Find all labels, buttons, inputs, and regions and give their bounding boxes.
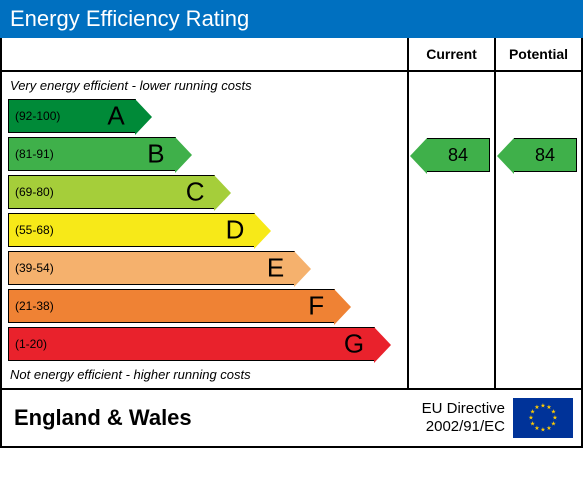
chart-body: Current Potential Very energy efficient … — [0, 38, 583, 448]
rating-letter: C — [186, 177, 205, 208]
bars-host: (92-100) A (81-91) B (69-80) C (55-68) D (39-54)… — [8, 99, 407, 361]
rating-range-label: (21-38) — [9, 299, 54, 313]
rating-bar-a: (92-100) A — [8, 99, 136, 133]
rating-letter: D — [226, 215, 245, 246]
value-arrow-potential: 84 — [514, 138, 577, 172]
rating-bar-b: (81-91) B — [8, 137, 176, 171]
rating-range-label: (39-54) — [9, 261, 54, 275]
footer-country: England & Wales — [10, 405, 422, 431]
bars-column: Very energy efficient - lower running co… — [2, 72, 409, 388]
header-row: Current Potential — [2, 38, 581, 72]
column-header-current: Current — [409, 38, 496, 70]
rating-bar-e: (39-54) E — [8, 251, 295, 285]
value-arrow-current: 84 — [427, 138, 490, 172]
rating-letter: E — [267, 253, 284, 284]
potential-column: 84 — [496, 72, 581, 388]
rating-range-label: (92-100) — [9, 109, 60, 123]
rating-bar-c: (69-80) C — [8, 175, 215, 209]
rating-bar-f: (21-38) F — [8, 289, 335, 323]
rating-letter: G — [344, 329, 364, 360]
rating-range-label: (1-20) — [9, 337, 47, 351]
rating-bar-d: (55-68) D — [8, 213, 255, 247]
subtitle-top: Very energy efficient - lower running co… — [10, 78, 407, 93]
subtitle-bottom: Not energy efficient - higher running co… — [10, 367, 407, 382]
rating-range-label: (69-80) — [9, 185, 54, 199]
column-header-potential: Potential — [496, 38, 581, 70]
rating-range-label: (55-68) — [9, 223, 54, 237]
rating-letter: A — [107, 101, 124, 132]
current-column: 84 — [409, 72, 496, 388]
epc-chart: Energy Efficiency Rating Current Potenti… — [0, 0, 583, 448]
footer-row: England & Wales EU Directive 2002/91/EC … — [2, 388, 581, 446]
directive-line-1: EU Directive — [422, 400, 505, 418]
rating-bar-g: (1-20) G — [8, 327, 375, 361]
bars-header-spacer — [2, 38, 409, 70]
directive-line-2: 2002/91/EC — [422, 418, 505, 436]
footer-directive: EU Directive 2002/91/EC — [422, 400, 513, 436]
rating-letter: B — [147, 139, 164, 170]
body-row: Very energy efficient - lower running co… — [2, 72, 581, 388]
rating-letter: F — [308, 291, 324, 322]
chart-title: Energy Efficiency Rating — [0, 0, 583, 38]
rating-range-label: (81-91) — [9, 147, 54, 161]
eu-flag-icon: ★★★★★★★★★★★★ — [513, 398, 573, 438]
